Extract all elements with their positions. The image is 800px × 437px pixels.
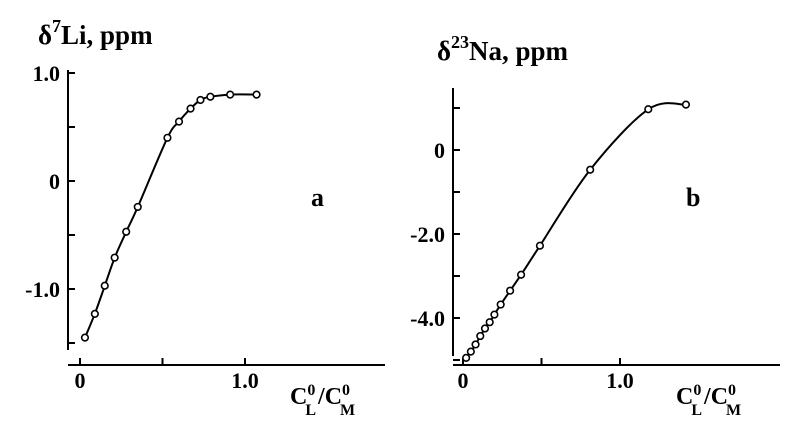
panel-a-axes: [67, 70, 385, 366]
x-tick-label: 1.0: [231, 368, 259, 393]
data-point: [90, 309, 99, 318]
data-point: [252, 90, 261, 99]
data-point: [196, 95, 205, 105]
data-point: [122, 227, 131, 236]
data-point: [644, 105, 653, 114]
data-point: [80, 333, 90, 342]
panel-a-ylabel: δ7Li, ppm: [38, 16, 153, 50]
data-point: [466, 347, 475, 356]
data-point: [174, 117, 184, 126]
x-tick-label: 1.0: [606, 368, 634, 393]
panel-b-xlabel: C0 L/C0 M: [676, 382, 741, 419]
panel-b-axes: [452, 88, 780, 366]
data-point: [480, 324, 490, 333]
x-tick-label: 0: [75, 368, 86, 393]
data-point: [506, 286, 515, 295]
data-point: [476, 331, 485, 341]
data-point: [133, 202, 142, 212]
data-point: [586, 165, 595, 174]
data-point: [516, 270, 526, 279]
data-point: [490, 310, 499, 319]
data-point: [206, 92, 215, 101]
data-point: [471, 340, 480, 349]
data-point: [496, 300, 505, 309]
panel-a-points: [80, 90, 261, 342]
panel-a-xlabel: C0 L/C0 M: [290, 382, 355, 419]
data-point: [535, 241, 545, 250]
panel-a-letter: a: [311, 183, 324, 212]
panel-a: δ7Li, ppm 0 1.0 1.0 0 -1.0 a C0 L/C0 M: [25, 16, 385, 419]
panel-b-points: [462, 100, 691, 363]
data-point: [485, 318, 494, 327]
y-tick-label: 0: [49, 169, 60, 194]
data-point: [110, 253, 119, 262]
x-tick-label: 0: [458, 368, 469, 393]
panel-a-ticks: 0 1.0 1.0 0 -1.0: [25, 61, 259, 393]
panel-b-ylabel: δ23Na, ppm: [437, 32, 569, 66]
data-point: [186, 104, 195, 113]
series-line: [465, 102, 687, 359]
panel-b-letter: b: [686, 183, 700, 212]
panel-b-ticks: 0 1.0 0 -2.0 -4.0: [410, 107, 634, 393]
series-line: [84, 93, 257, 338]
data-point: [226, 90, 235, 99]
data-point: [163, 133, 172, 142]
data-point: [681, 100, 691, 109]
y-tick-label: -2.0: [410, 222, 445, 247]
panel-a-curve: [84, 93, 257, 338]
data-point: [100, 281, 109, 290]
panel-b: δ23Na, ppm 0 1.0 0 -2.0 -4.0 b C0 L/C0 M: [410, 32, 780, 419]
y-tick-label: -1.0: [25, 277, 60, 302]
y-tick-label: 0: [434, 138, 445, 163]
data-point: [462, 353, 471, 363]
y-tick-label: -4.0: [410, 306, 445, 331]
panel-b-curve: [465, 102, 687, 359]
y-tick-label: 1.0: [33, 61, 61, 86]
